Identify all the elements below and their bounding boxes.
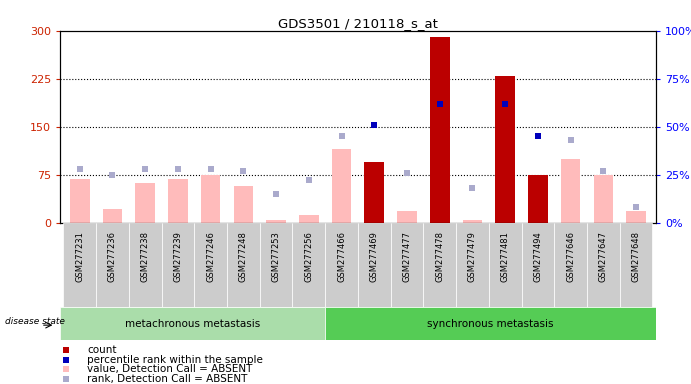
Bar	[129, 223, 162, 307]
Text: GSM277481: GSM277481	[501, 231, 510, 282]
Text: GSM277469: GSM277469	[370, 231, 379, 282]
Bar	[390, 223, 424, 307]
Text: GSM277494: GSM277494	[533, 231, 542, 282]
Bar	[201, 175, 220, 223]
Text: GSM277477: GSM277477	[403, 231, 412, 282]
Text: GSM277478: GSM277478	[435, 231, 444, 282]
Bar	[587, 223, 620, 307]
Bar	[495, 76, 515, 223]
Text: GSM277648: GSM277648	[632, 231, 641, 282]
Bar	[135, 183, 155, 223]
Bar	[463, 220, 482, 223]
Text: GSM277248: GSM277248	[239, 231, 248, 282]
Bar	[456, 223, 489, 307]
Bar	[424, 223, 456, 307]
Bar	[96, 223, 129, 307]
Bar	[561, 159, 580, 223]
Text: GSM277238: GSM277238	[141, 231, 150, 282]
Text: GSM277253: GSM277253	[272, 231, 281, 282]
Text: rank, Detection Call = ABSENT: rank, Detection Call = ABSENT	[87, 374, 247, 384]
Text: GSM277246: GSM277246	[206, 231, 215, 282]
Bar	[489, 223, 522, 307]
Text: synchronous metastasis: synchronous metastasis	[427, 318, 553, 329]
Bar	[292, 223, 325, 307]
Bar	[554, 223, 587, 307]
Bar	[227, 223, 260, 307]
Bar	[299, 215, 319, 223]
Bar	[70, 179, 90, 223]
Text: value, Detection Call = ABSENT: value, Detection Call = ABSENT	[87, 364, 252, 374]
Bar	[234, 185, 253, 223]
Text: GSM277479: GSM277479	[468, 231, 477, 282]
Bar	[325, 307, 656, 340]
Bar	[522, 223, 554, 307]
Bar	[397, 211, 417, 223]
Bar	[325, 223, 358, 307]
Bar	[430, 37, 450, 223]
Bar	[162, 223, 194, 307]
Text: GSM277646: GSM277646	[566, 231, 575, 282]
Text: GSM277239: GSM277239	[173, 231, 182, 282]
Text: disease state: disease state	[5, 318, 65, 326]
Bar	[332, 149, 352, 223]
Bar	[168, 179, 188, 223]
Bar	[266, 220, 286, 223]
Bar	[194, 223, 227, 307]
Text: GSM277647: GSM277647	[599, 231, 608, 282]
Bar	[620, 223, 652, 307]
Text: GSM277231: GSM277231	[75, 231, 84, 282]
Bar	[594, 175, 613, 223]
Bar	[364, 162, 384, 223]
Title: GDS3501 / 210118_s_at: GDS3501 / 210118_s_at	[278, 17, 438, 30]
Bar	[64, 223, 96, 307]
Text: GSM277466: GSM277466	[337, 231, 346, 282]
Text: GSM277236: GSM277236	[108, 231, 117, 282]
Bar	[260, 223, 292, 307]
Bar	[626, 211, 646, 223]
Bar	[528, 175, 548, 223]
Bar	[358, 223, 390, 307]
Text: GSM277256: GSM277256	[304, 231, 313, 282]
Bar	[60, 307, 325, 340]
Text: metachronous metastasis: metachronous metastasis	[125, 318, 260, 329]
Bar	[103, 209, 122, 223]
Text: percentile rank within the sample: percentile rank within the sample	[87, 354, 263, 364]
Text: count: count	[87, 345, 116, 355]
